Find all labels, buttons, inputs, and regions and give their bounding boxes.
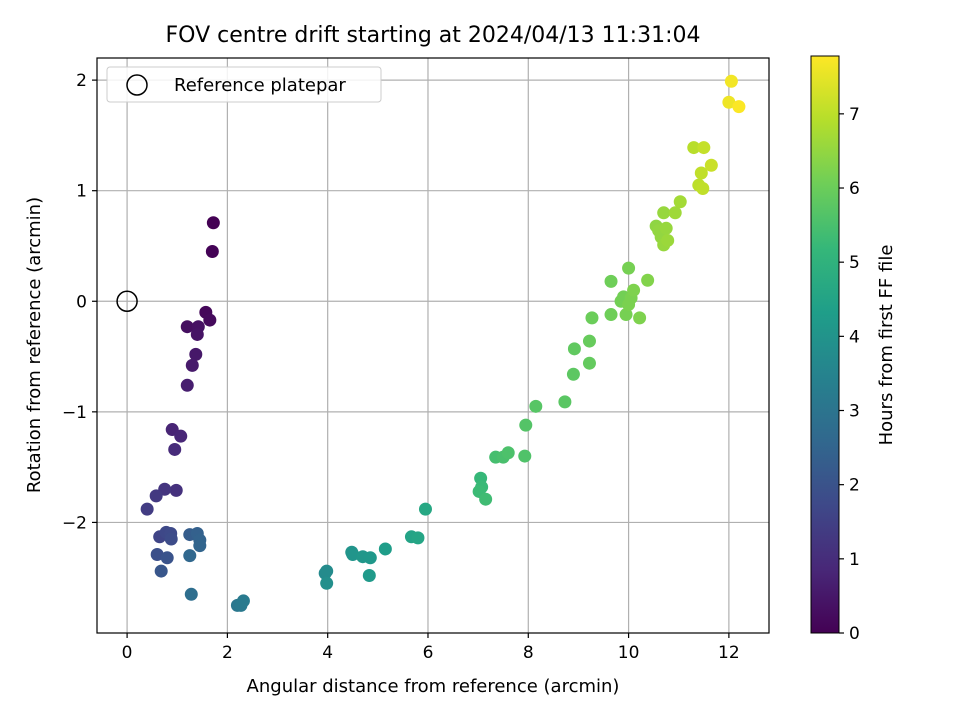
- data-point: [363, 551, 377, 565]
- reference-platepar-marker: [116, 290, 138, 313]
- data-point: [696, 181, 710, 195]
- y-tick-label: −1: [62, 403, 87, 423]
- data-point: [694, 166, 708, 180]
- data-point: [659, 221, 673, 235]
- data-point: [189, 347, 203, 361]
- data-point: [641, 273, 655, 287]
- colorbar-label: Hours from first FF file: [876, 245, 897, 446]
- colorbar-tick-label: 7: [849, 105, 860, 125]
- data-point: [140, 502, 154, 516]
- data-point: [190, 327, 204, 341]
- legend-box: [106, 66, 382, 103]
- data-point: [418, 502, 432, 516]
- data-point: [205, 245, 219, 259]
- data-point: [378, 542, 392, 556]
- x-tick-label: 6: [423, 643, 434, 663]
- legend-label: Reference platepar: [174, 75, 346, 96]
- data-point: [320, 576, 334, 590]
- data-point: [604, 274, 618, 288]
- data-points: [116, 74, 746, 612]
- x-tick-label: 2: [222, 643, 233, 663]
- colorbar-tick-label: 6: [849, 179, 860, 199]
- data-point: [529, 399, 543, 413]
- data-point: [346, 547, 360, 561]
- x-axis-ticks: 0 2 4 6 8 10 12: [122, 633, 740, 663]
- legend: Reference platepar: [106, 66, 382, 103]
- data-point: [585, 311, 599, 325]
- data-point: [149, 489, 163, 503]
- plot-frame: [96, 57, 770, 634]
- data-point: [411, 531, 425, 545]
- y-tick-label: 1: [76, 182, 87, 202]
- data-point: [558, 395, 572, 409]
- data-point: [150, 547, 164, 561]
- data-point: [687, 141, 701, 155]
- x-tick-label: 0: [122, 643, 133, 663]
- data-point: [633, 311, 647, 325]
- data-point: [582, 334, 596, 348]
- data-point: [154, 564, 168, 578]
- data-point: [518, 449, 532, 463]
- data-point: [180, 320, 194, 334]
- data-point: [619, 308, 633, 322]
- x-tick-label: 10: [618, 643, 640, 663]
- data-point: [567, 342, 581, 356]
- data-point: [236, 594, 250, 608]
- y-tick-label: 0: [76, 292, 87, 312]
- data-point: [160, 551, 174, 565]
- data-point: [724, 74, 738, 88]
- colorbar-tick-label: 2: [849, 476, 860, 496]
- data-point: [183, 549, 197, 563]
- data-point: [180, 378, 194, 392]
- data-point: [184, 587, 198, 601]
- data-point: [582, 356, 596, 370]
- legend-marker-icon: [126, 74, 148, 96]
- colorbar-gradient: [810, 55, 840, 634]
- data-point: [362, 569, 376, 582]
- data-point: [657, 206, 671, 220]
- chart-title: FOV centre drift starting at 2024/04/13 …: [166, 23, 701, 48]
- data-point: [519, 418, 533, 432]
- data-point: [168, 442, 182, 456]
- y-tick-label: −2: [62, 513, 87, 533]
- x-tick-label: 12: [718, 643, 740, 663]
- data-point: [732, 100, 746, 114]
- data-point: [193, 539, 207, 553]
- data-point: [169, 483, 183, 497]
- x-tick-label: 4: [322, 643, 333, 663]
- colorbar-tick-label: 3: [849, 402, 860, 422]
- colorbar-tick-label: 0: [849, 624, 860, 644]
- data-point: [164, 532, 178, 546]
- data-point: [722, 95, 736, 109]
- data-point: [174, 429, 188, 443]
- data-point: [661, 233, 675, 247]
- y-axis-label: Rotation from reference (arcmin): [24, 197, 45, 493]
- data-point: [206, 216, 220, 230]
- colorbar-tick-label: 5: [849, 253, 860, 273]
- data-point: [604, 308, 618, 322]
- data-point: [320, 564, 334, 578]
- colorbar: 0 1 2 3 4 5 6 7 Hours from first FF file: [810, 55, 897, 644]
- data-point: [622, 261, 636, 275]
- data-point: [704, 158, 718, 172]
- data-point: [185, 358, 199, 372]
- y-axis-ticks: −2 −1 0 1 2: [62, 71, 97, 533]
- colorbar-tick-label: 1: [849, 550, 860, 570]
- data-point: [479, 492, 493, 506]
- colorbar-ticks: 0 1 2 3 4 5 6 7: [839, 105, 860, 644]
- x-axis-label: Angular distance from reference (arcmin): [247, 676, 620, 697]
- data-point: [697, 141, 711, 155]
- data-point: [627, 283, 641, 297]
- data-point: [203, 313, 217, 327]
- data-point: [668, 206, 682, 220]
- colorbar-tick-label: 4: [849, 327, 860, 347]
- data-point: [673, 195, 687, 209]
- data-point: [501, 446, 515, 460]
- data-point: [566, 367, 580, 381]
- x-tick-label: 8: [523, 643, 534, 663]
- y-tick-label: 2: [76, 71, 87, 91]
